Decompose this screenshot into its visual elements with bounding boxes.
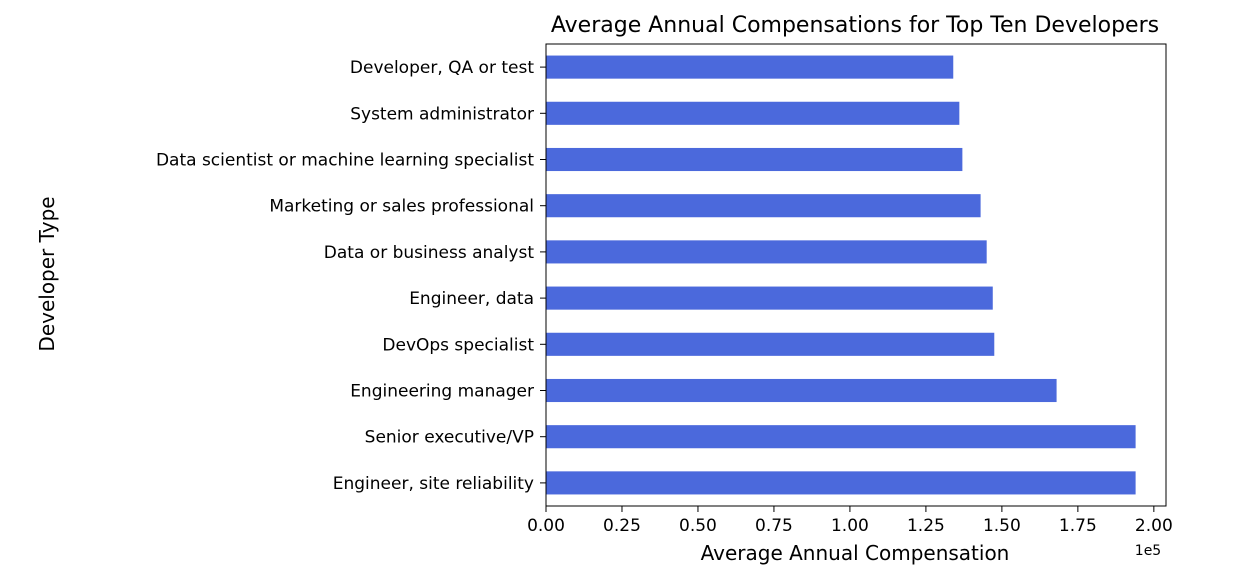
x-tick-label: 2.00 xyxy=(1135,516,1173,536)
bar xyxy=(546,194,981,218)
x-tick-label: 1.00 xyxy=(831,516,869,536)
plot-area: Developer, QA or test System administrato… xyxy=(156,43,1173,536)
x-axis-label: Average Annual Compensation xyxy=(701,541,1010,565)
bar xyxy=(546,286,993,310)
y-tick-label: Data or business analyst xyxy=(324,243,535,263)
y-tick-label: Engineering manager xyxy=(350,382,534,402)
y-axis-label: Developer Type xyxy=(35,196,59,351)
axes-frame xyxy=(545,43,1167,507)
x-tick-label: 0.50 xyxy=(679,516,717,536)
x-axis-offset-label: 1e5 xyxy=(1135,543,1161,559)
x-tick-label: 1.75 xyxy=(1059,516,1097,536)
y-tick-label: Developer, QA or test xyxy=(350,58,534,78)
bar xyxy=(546,240,987,264)
bar xyxy=(546,332,995,356)
chart-title: Average Annual Compensations for Top Ten… xyxy=(551,13,1159,38)
y-tick-label: Engineer, site reliability xyxy=(333,474,534,494)
bar xyxy=(546,471,1136,495)
y-tick-label: Data scientist or machine learning speci… xyxy=(156,151,534,171)
y-tick-label: Senior executive/VP xyxy=(365,428,534,448)
bar xyxy=(546,101,960,125)
x-tick-label: 0.00 xyxy=(527,516,565,536)
x-tick-label: 0.25 xyxy=(603,516,641,536)
y-tick-label: Marketing or sales professional xyxy=(269,197,534,217)
bar xyxy=(546,425,1136,449)
bar xyxy=(546,378,1057,403)
y-tick-label: System administrator xyxy=(350,104,534,124)
x-tick-label: 0.75 xyxy=(755,516,793,536)
y-tick-label: DevOps specialist xyxy=(382,335,534,355)
x-tick-label: 1.50 xyxy=(983,516,1021,536)
bar xyxy=(546,147,963,172)
x-tick-label: 1.25 xyxy=(907,516,945,536)
bar xyxy=(546,55,954,79)
y-tick-label: Engineer, data xyxy=(409,289,534,309)
